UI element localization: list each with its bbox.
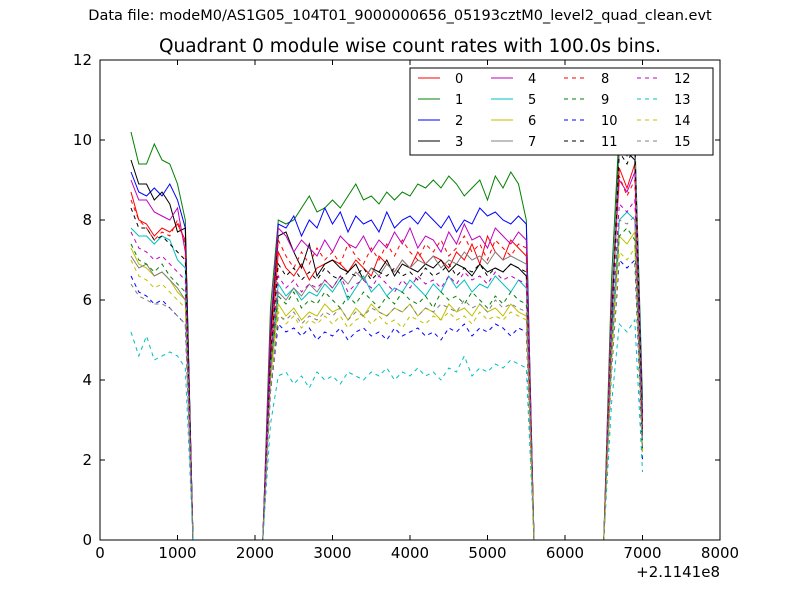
legend-label-6: 6 <box>528 114 536 129</box>
legend-label-0: 0 <box>455 72 463 87</box>
series-line-7 <box>130 139 643 541</box>
x-tick-label: 3000 <box>313 544 351 562</box>
series-line-3 <box>130 138 643 541</box>
y-tick-label: 10 <box>73 131 92 149</box>
legend-label-3: 3 <box>455 135 463 150</box>
series-line-1 <box>130 127 643 541</box>
legend-label-1: 1 <box>455 93 463 108</box>
x-tick-label: 7000 <box>623 544 661 562</box>
legend-label-9: 9 <box>601 93 609 108</box>
x-tick-label: 1000 <box>158 544 196 562</box>
y-tick-label: 8 <box>82 211 92 229</box>
x-tick-label: 5000 <box>468 544 506 562</box>
series-line-12 <box>130 198 643 541</box>
x-tick-label: 0 <box>95 544 105 562</box>
series-line-9 <box>130 227 643 541</box>
series-line-10 <box>130 258 643 541</box>
x-tick-label: 4000 <box>391 544 429 562</box>
legend-label-11: 11 <box>601 135 618 150</box>
legend-label-15: 15 <box>674 135 691 150</box>
legend-label-4: 4 <box>528 72 536 87</box>
legend-label-5: 5 <box>528 93 536 108</box>
axis-ticks: 0 1000 2000 3000 4000 5000 6000 7000 80000246810… <box>73 51 739 562</box>
figure-suptitle: Data file: modeM0/AS1G05_104T01_90000006… <box>88 8 712 24</box>
x-tick-label: 8000 <box>701 544 739 562</box>
x-tick-label: 2000 <box>236 544 274 562</box>
y-tick-label: 0 <box>82 531 92 549</box>
y-tick-label: 12 <box>73 51 92 69</box>
y-tick-label: 4 <box>82 371 92 389</box>
legend-label-8: 8 <box>601 72 609 87</box>
series-line-5 <box>130 211 643 541</box>
legend-label-12: 12 <box>674 72 691 87</box>
legend-label-2: 2 <box>455 114 463 129</box>
series-line-11 <box>130 143 643 541</box>
series-line-4 <box>130 171 643 541</box>
series-line-0 <box>130 163 643 541</box>
y-tick-label: 2 <box>82 451 92 469</box>
y-tick-label: 6 <box>82 291 92 309</box>
x-tick-label: 6000 <box>546 544 584 562</box>
series-line-13 <box>130 318 643 541</box>
series-line-14 <box>130 246 643 541</box>
series-lines <box>130 127 643 541</box>
legend-box <box>409 67 714 156</box>
legend-label-13: 13 <box>674 93 691 108</box>
legend-label-7: 7 <box>528 135 536 150</box>
series-line-8 <box>130 175 643 541</box>
series-line-6 <box>130 230 643 541</box>
legend-label-14: 14 <box>674 114 691 129</box>
series-line-2 <box>130 142 643 541</box>
legend-label-10: 10 <box>601 114 618 129</box>
x-axis-offset-label: +2.1141e8 <box>636 563 720 581</box>
chart-title: Quadrant 0 module wise count rates with … <box>158 36 662 57</box>
